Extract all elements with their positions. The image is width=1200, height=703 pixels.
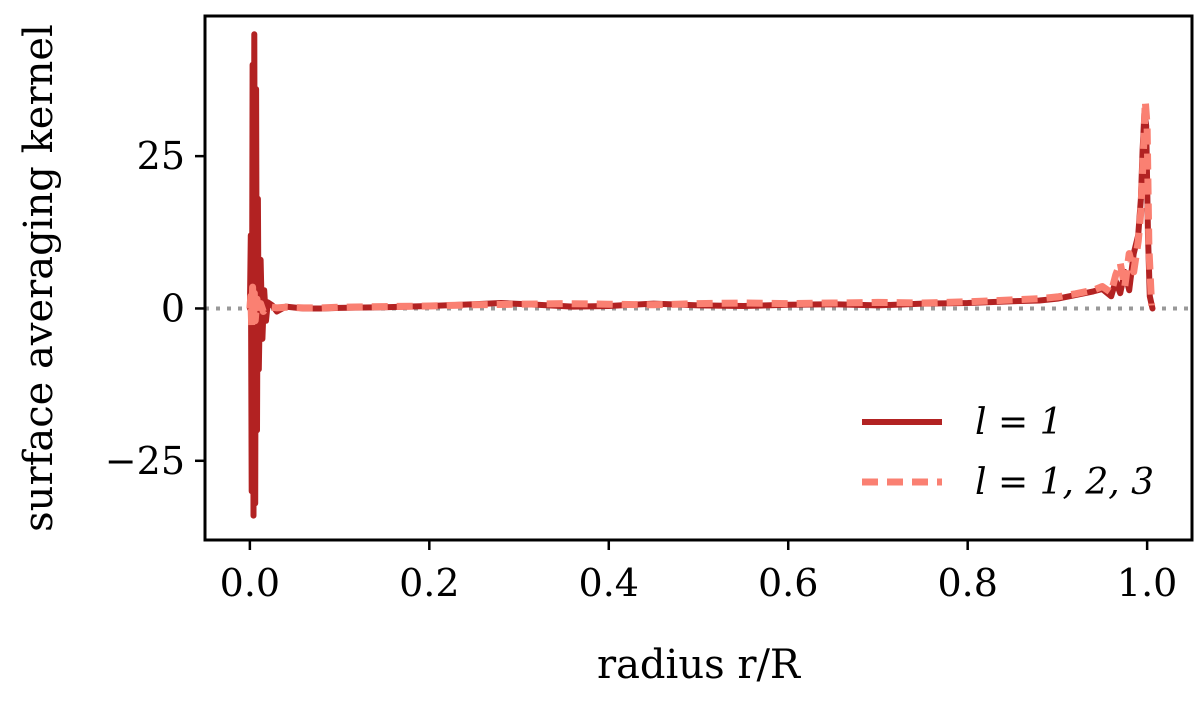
series-line-l123 <box>246 97 1156 331</box>
y-axis-label: surface averaging kernel <box>16 24 62 532</box>
legend-label-l1: l = 1 <box>975 402 1062 443</box>
x-tick-label: 0.8 <box>937 561 997 605</box>
y-tick-label: −25 <box>105 439 185 483</box>
x-axis-label: radius r/R <box>597 642 802 688</box>
x-tick-label: 0.2 <box>399 561 459 605</box>
x-tick-label: 1.0 <box>1117 561 1177 605</box>
x-tick-label: 0.4 <box>579 561 639 605</box>
y-tick-label: 0 <box>161 286 185 330</box>
legend-label-l123: l = 1, 2, 3 <box>975 462 1154 503</box>
x-tick-label: 0.6 <box>758 561 818 605</box>
y-axis: −25 0 25 <box>105 134 205 483</box>
series-line-l1 <box>246 31 1156 519</box>
x-tick-label: 0.0 <box>220 561 280 605</box>
legend: l = 1 l = 1, 2, 3 <box>862 402 1154 503</box>
plot-frame <box>203 14 1194 542</box>
x-axis: 0.0 0.2 0.4 0.6 0.8 1.0 <box>220 540 1177 605</box>
series-layer <box>246 31 1156 519</box>
y-tick-label: 25 <box>137 134 185 178</box>
